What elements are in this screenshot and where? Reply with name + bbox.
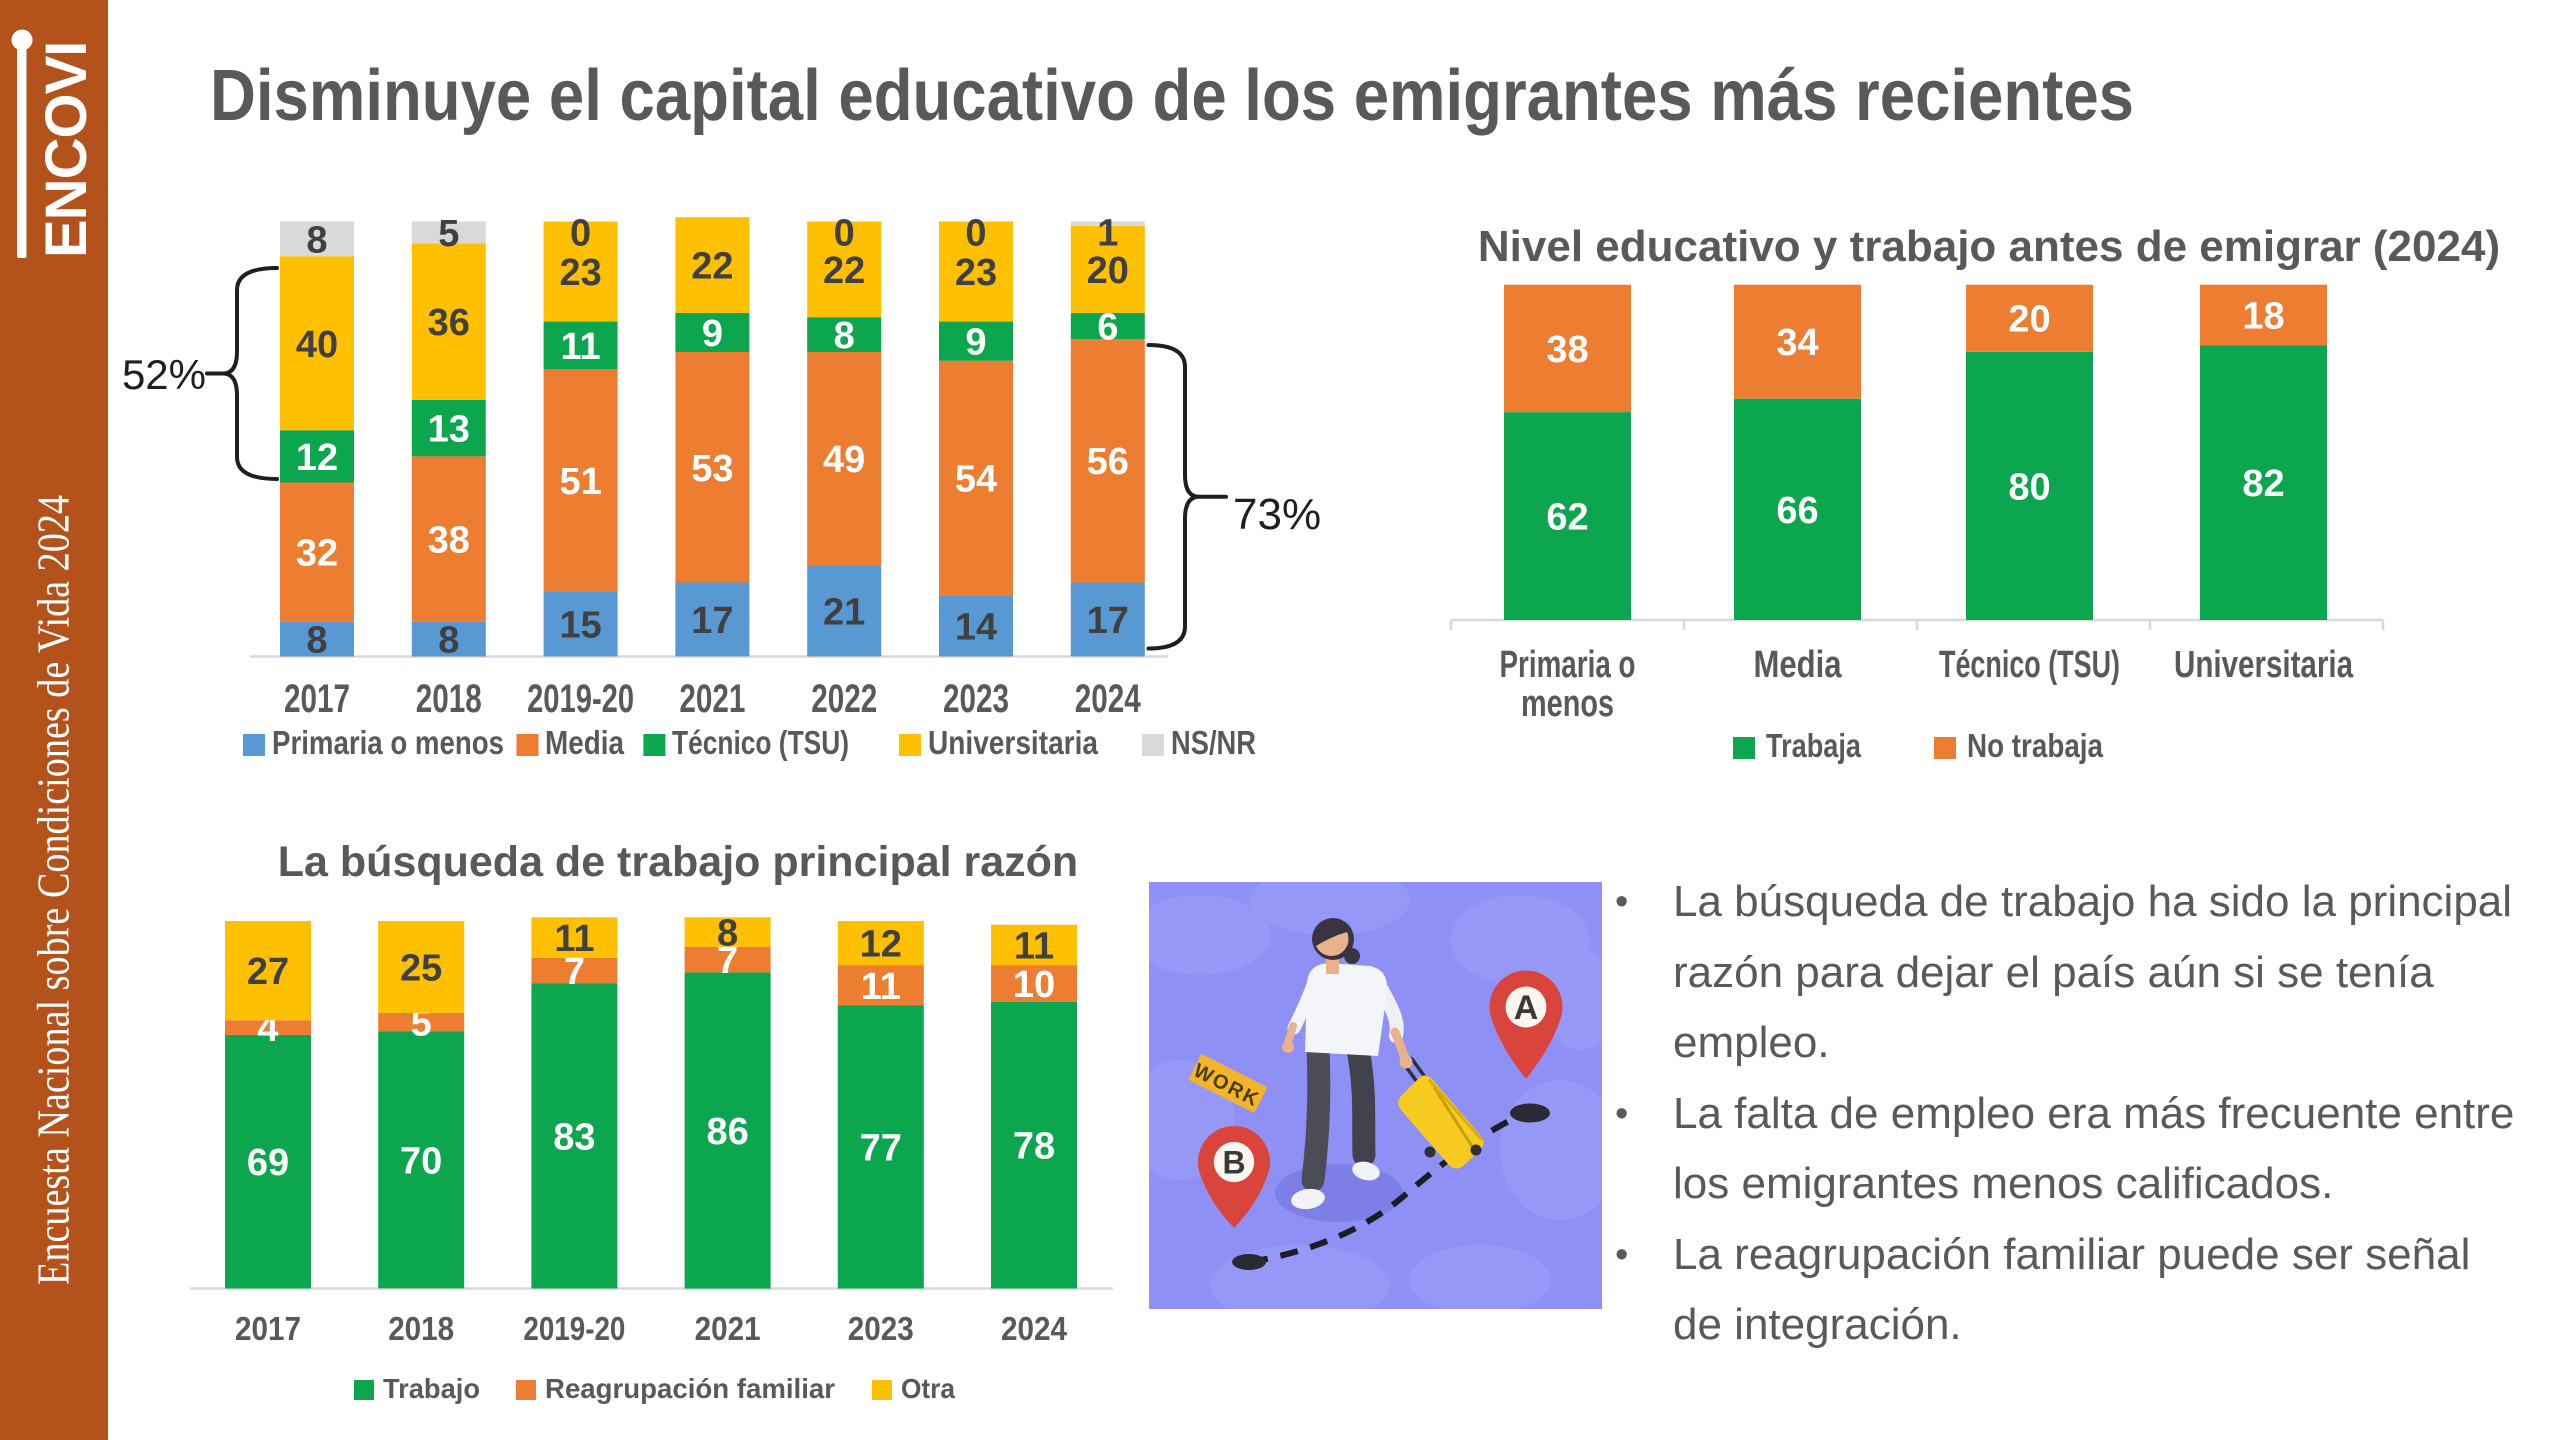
svg-text:8: 8 [306, 219, 327, 261]
svg-text:22: 22 [823, 250, 865, 292]
svg-text:9: 9 [965, 322, 986, 364]
svg-text:NS/NR: NS/NR [1171, 724, 1256, 761]
svg-text:69: 69 [247, 1142, 289, 1184]
svg-text:20: 20 [1087, 250, 1129, 292]
svg-text:0: 0 [570, 213, 591, 255]
svg-text:56: 56 [1087, 441, 1129, 483]
svg-text:18: 18 [2242, 295, 2284, 337]
svg-text:2019-20: 2019-20 [523, 1310, 625, 1347]
svg-text:A: A [1514, 989, 1539, 1027]
svg-text:La búsqueda de trabajo princip: La búsqueda de trabajo principal razón [278, 838, 1078, 886]
svg-text:Trabaja: Trabaja [1766, 727, 1862, 764]
svg-text:51: 51 [559, 461, 601, 503]
svg-text:23: 23 [559, 252, 601, 294]
svg-text:2021: 2021 [695, 1310, 761, 1347]
svg-text:36: 36 [428, 302, 470, 344]
svg-text:0: 0 [834, 213, 855, 255]
svg-text:5: 5 [411, 1003, 432, 1045]
svg-text:73%: 73% [1233, 490, 1321, 539]
svg-text:2023: 2023 [943, 677, 1009, 721]
svg-text:Primaria o menos: Primaria o menos [272, 724, 504, 761]
svg-text:15: 15 [559, 604, 601, 646]
svg-text:17: 17 [1087, 600, 1129, 642]
svg-text:Media: Media [1754, 644, 1843, 686]
svg-text:23: 23 [955, 252, 997, 294]
svg-text:49: 49 [823, 439, 865, 481]
svg-text:32: 32 [296, 533, 338, 575]
svg-text:2018: 2018 [388, 1310, 454, 1347]
svg-text:2019-20: 2019-20 [527, 677, 634, 721]
svg-text:12: 12 [860, 924, 902, 966]
svg-text:52%: 52% [122, 351, 206, 398]
svg-text:10: 10 [1013, 964, 1055, 1006]
svg-text:11: 11 [861, 966, 901, 1008]
svg-text:Técnico (TSU): Técnico (TSU) [1939, 644, 2120, 686]
svg-text:Disminuye el capital educativo: Disminuye el capital educativo de los em… [210, 56, 2134, 136]
svg-text:8: 8 [834, 315, 855, 357]
svg-text:Media: Media [545, 724, 625, 761]
svg-text:No trabaja: No trabaja [1967, 727, 2104, 764]
svg-text:20: 20 [2008, 299, 2050, 341]
svg-text:77: 77 [860, 1128, 902, 1170]
svg-text:11: 11 [554, 918, 594, 960]
svg-text:6: 6 [1097, 306, 1118, 348]
svg-text:13: 13 [428, 409, 470, 451]
svg-text:80: 80 [2008, 466, 2050, 508]
svg-text:2023: 2023 [848, 1310, 914, 1347]
svg-text:54: 54 [955, 459, 997, 501]
svg-text:25: 25 [400, 947, 442, 989]
svg-text:ENCOVI: ENCOVI [34, 42, 99, 258]
svg-text:21: 21 [823, 591, 865, 633]
svg-text:Nivel educativo y trabajo ante: Nivel educativo y trabajo antes de emigr… [1478, 222, 2500, 271]
svg-text:menos: menos [1521, 683, 1614, 725]
svg-text:2022: 2022 [811, 677, 877, 721]
svg-text:2024: 2024 [1075, 677, 1142, 721]
svg-text:Encuesta Nacional sobre Condic: Encuesta Nacional sobre Condiciones de V… [28, 495, 79, 1285]
svg-text:Primaria o: Primaria o [1500, 644, 1636, 686]
svg-text:B: B [1222, 1145, 1245, 1181]
svg-text:Universitaria: Universitaria [2174, 644, 2354, 686]
svg-text:Reagrupación familiar: Reagrupación familiar [545, 1373, 835, 1404]
svg-text:Otra: Otra [901, 1373, 955, 1404]
svg-text:8: 8 [438, 620, 459, 662]
svg-text:2021: 2021 [679, 677, 745, 721]
svg-text:2017: 2017 [235, 1310, 301, 1347]
svg-text:11: 11 [1014, 925, 1054, 967]
svg-text:38: 38 [428, 520, 470, 562]
svg-text:22: 22 [691, 246, 733, 288]
svg-text:Técnico (TSU): Técnico (TSU) [672, 724, 849, 761]
svg-text:8: 8 [717, 913, 738, 955]
svg-text:2018: 2018 [416, 677, 482, 721]
svg-text:62: 62 [1546, 497, 1588, 539]
svg-text:2017: 2017 [284, 677, 350, 721]
svg-text:11: 11 [561, 326, 601, 368]
svg-text:27: 27 [247, 951, 289, 993]
svg-text:7: 7 [717, 940, 738, 982]
svg-text:86: 86 [706, 1111, 748, 1153]
svg-text:83: 83 [553, 1117, 595, 1159]
svg-text:12: 12 [296, 437, 338, 479]
svg-text:66: 66 [1776, 490, 1818, 532]
svg-text:14: 14 [955, 607, 997, 649]
svg-text:7: 7 [564, 951, 585, 993]
svg-text:38: 38 [1546, 329, 1588, 371]
svg-text:5: 5 [438, 213, 459, 255]
svg-text:53: 53 [691, 448, 733, 490]
svg-text:82: 82 [2242, 463, 2284, 505]
svg-text:40: 40 [296, 324, 338, 366]
svg-text:34: 34 [1776, 322, 1818, 364]
svg-text:8: 8 [306, 620, 327, 662]
svg-text:70: 70 [400, 1140, 442, 1182]
svg-text:17: 17 [691, 600, 733, 642]
svg-text:0: 0 [965, 213, 986, 255]
svg-text:78: 78 [1013, 1126, 1055, 1168]
svg-text:2024: 2024 [1001, 1310, 1068, 1347]
svg-text:Universitaria: Universitaria [928, 724, 1099, 761]
svg-text:Trabajo: Trabajo [383, 1373, 480, 1404]
svg-text:9: 9 [702, 313, 723, 355]
svg-text:1: 1 [1097, 213, 1118, 255]
